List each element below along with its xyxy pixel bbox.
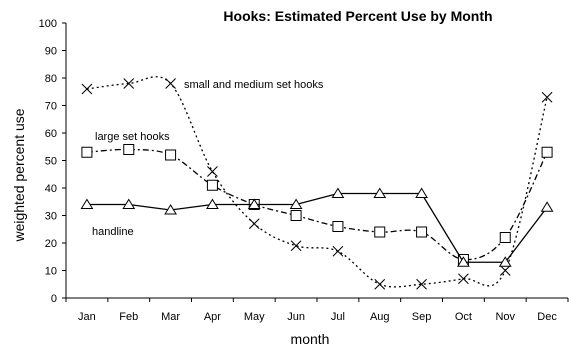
data-point-x-marker [541,91,553,103]
y-tick-label: 40 [45,183,57,195]
x-tick-label: Jul [331,311,345,323]
data-point-square-marker [416,226,428,238]
x-tick-label: Oct [455,311,472,323]
data-point-x-marker [458,273,469,285]
series-line [86,76,548,288]
series-annotation: large set hooks [95,131,170,143]
series-group [80,76,554,290]
x-ticks: Jan Feb Mar Apr May Jun Jul Aug Sep Oct Nov Dec [65,298,569,323]
series-line [86,192,548,263]
data-point-square-marker [206,179,218,191]
data-point-square-marker [374,226,386,238]
y-tick-label: 20 [45,238,57,250]
y-tick-label: 80 [45,73,57,85]
data-point-x-marker [290,240,302,252]
data-point-square-marker [499,232,511,243]
y-tick-label: 60 [45,128,57,140]
data-point-triangle-marker [540,201,554,212]
y-tick-label: 70 [45,101,57,113]
data-point-x-marker [165,78,176,89]
x-tick-label: May [244,311,265,323]
data-point-triangle-marker [122,198,136,209]
data-point-square-marker [541,146,553,158]
data-point-square-marker [81,146,93,158]
x-tick-label: Aug [370,311,390,323]
data-point-triangle-marker [331,187,345,198]
data-point-x-marker [81,83,93,95]
data-point-triangle-marker [164,204,177,215]
y-tick-label: 30 [45,211,57,223]
data-point-x-marker [416,278,427,290]
data-point-triangle-marker [206,198,219,209]
x-tick-label: Dec [537,311,557,323]
y-axis-label: weighted percent use [11,108,27,242]
x-tick-label: Apr [204,311,221,323]
series-annotations: small and medium set hooks large set hook… [92,79,324,238]
x-tick-label: Jan [78,311,96,323]
data-point-x-marker [374,278,386,290]
y-tick-label: 10 [45,266,57,278]
data-point-square-marker [165,149,177,161]
x-tick-label: Nov [495,311,515,323]
series-line [86,148,548,261]
data-point-square-marker [290,210,302,221]
y-tick-label: 50 [45,156,57,168]
data-point-triangle-marker [457,256,470,267]
data-point-square-marker [123,144,135,155]
y-tick-label: 90 [45,46,57,58]
x-tick-label: Jun [287,311,305,323]
data-point-triangle-marker [247,198,261,209]
data-point-triangle-marker [498,256,512,267]
y-ticks: 0 10 20 30 40 50 60 70 80 90 100 [39,18,66,305]
data-point-x-marker [123,78,135,89]
data-point-x-marker [332,245,344,257]
chart-title: Hooks: Estimated Percent Use by Month [223,8,492,24]
data-point-x-marker [207,166,218,177]
x-tick-label: Mar [161,311,180,323]
data-point-x-marker [248,218,260,230]
x-tick-label: Sep [412,311,432,323]
series-annotation: small and medium set hooks [184,79,324,91]
y-tick-label: 0 [51,293,57,305]
y-tick-label: 100 [39,18,57,30]
x-tick-label: Feb [119,311,138,323]
data-point-x-marker [499,265,511,276]
series-annotation: handline [92,226,134,238]
data-point-triangle-marker [415,187,428,198]
x-axis-label: month [291,331,330,347]
data-point-square-marker [332,221,344,232]
data-point-triangle-marker [289,198,303,209]
data-point-triangle-marker [80,198,94,209]
data-point-triangle-marker [373,187,387,198]
